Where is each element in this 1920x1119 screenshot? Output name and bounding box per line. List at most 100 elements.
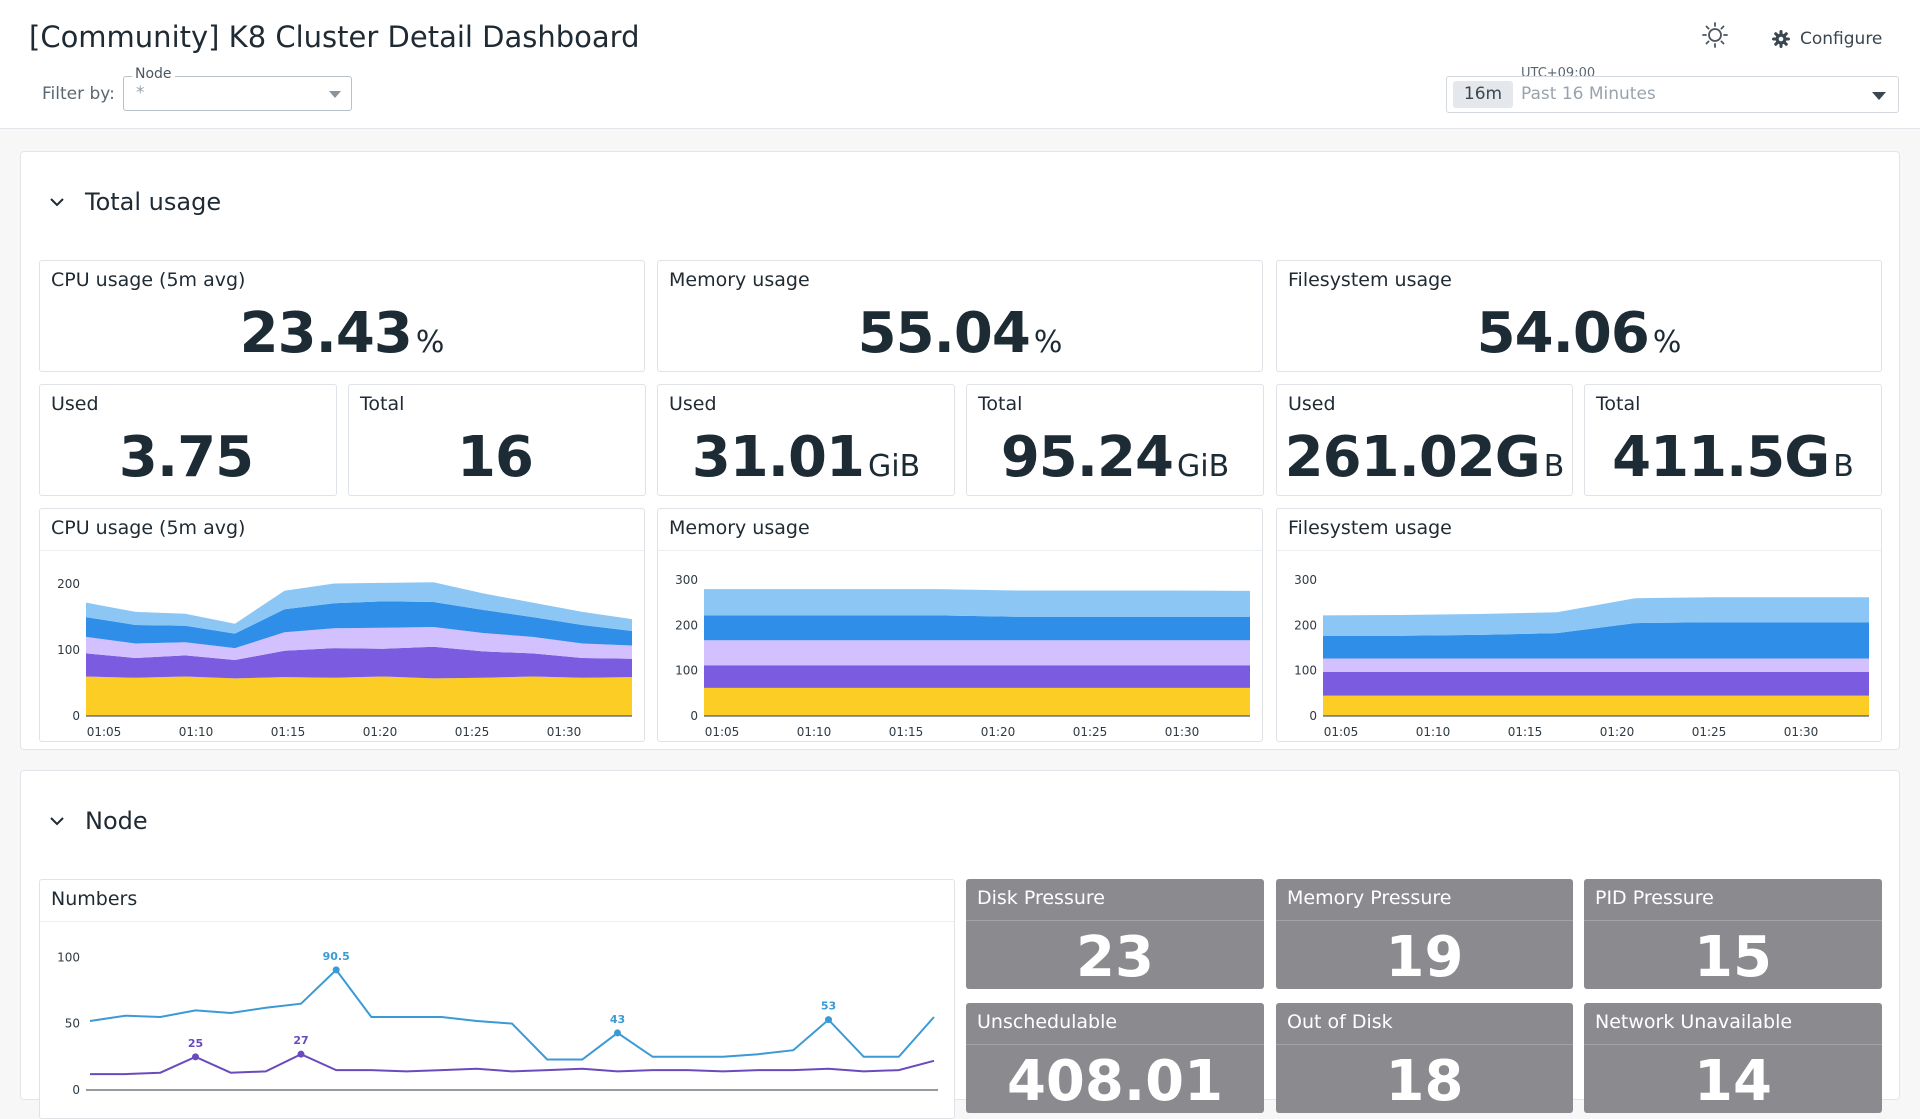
widget-title: Used bbox=[51, 393, 99, 415]
query-value: 19 bbox=[1385, 925, 1464, 989]
memory-usage-chart: 0 100 200 300 01:05 01:10 01:15 01:20 01:25 01:30 bbox=[675, 573, 1250, 739]
memory-pressure-widget: Memory Pressure 19 bbox=[1276, 879, 1573, 989]
y-tick-label: 300 bbox=[675, 573, 698, 587]
area-series-1 bbox=[86, 646, 632, 679]
y-tick-label: 100 bbox=[675, 664, 698, 678]
memory-used-widget: Used 31.01 GiB bbox=[657, 384, 955, 496]
data-label: 27 bbox=[293, 1034, 308, 1047]
chevron-down-icon bbox=[50, 198, 64, 207]
chevron-down-icon bbox=[329, 91, 341, 98]
data-point bbox=[614, 1029, 621, 1037]
filesystem-usage-chart-widget: Filesystem usage 0 100 200 300 01:05 01:10 01:… bbox=[1276, 508, 1882, 742]
memory-total-widget: Total 95.24 GiB bbox=[966, 384, 1264, 496]
area-series-2 bbox=[704, 640, 1250, 666]
numbers-chart-widget: Numbers 0 50 100 90.5 43 53 25 27 bbox=[39, 879, 955, 1119]
x-tick-label: 01:10 bbox=[179, 725, 214, 739]
widget-title: Filesystem usage bbox=[1288, 517, 1452, 539]
time-range-select[interactable]: 16m Past 16 Minutes bbox=[1446, 76, 1899, 113]
group-toggle-total-usage[interactable]: Total usage bbox=[49, 188, 221, 216]
widget-title: Out of Disk bbox=[1287, 1011, 1393, 1033]
group-toggle-node[interactable]: Node bbox=[49, 807, 148, 835]
data-label: 90.5 bbox=[323, 950, 350, 963]
query-value: 55.04% bbox=[857, 301, 1063, 366]
gear-icon bbox=[1772, 30, 1790, 48]
theme-toggle-icon[interactable] bbox=[1700, 20, 1730, 50]
x-tick-label: 01:20 bbox=[1600, 725, 1635, 739]
configure-button[interactable]: Configure bbox=[1772, 24, 1882, 54]
chevron-down-icon bbox=[50, 817, 64, 826]
query-value: 95.24 GiB bbox=[1000, 425, 1230, 490]
out-of-disk-widget: Out of Disk 18 bbox=[1276, 1003, 1573, 1113]
data-label: 25 bbox=[188, 1037, 203, 1050]
query-value: 23.43% bbox=[239, 301, 445, 366]
query-value: 18 bbox=[1385, 1049, 1464, 1113]
x-tick-label: 01:20 bbox=[981, 725, 1016, 739]
x-tick-label: 01:25 bbox=[1692, 725, 1727, 739]
widget-title: Total bbox=[1596, 393, 1641, 415]
y-tick-label: 0 bbox=[72, 1083, 80, 1097]
x-tick-label: 01:20 bbox=[363, 725, 398, 739]
widget-title: Filesystem usage bbox=[1288, 269, 1452, 291]
y-tick-label: 0 bbox=[690, 709, 698, 723]
cpu-total-widget: Total 16 bbox=[348, 384, 646, 496]
y-tick-label: 100 bbox=[57, 643, 80, 657]
area-series-3 bbox=[704, 615, 1250, 641]
widget-title: Used bbox=[1288, 393, 1336, 415]
x-tick-label: 01:15 bbox=[889, 725, 924, 739]
cpu-usage-percent-widget: CPU usage (5m avg) 23.43% bbox=[39, 260, 645, 372]
area-series-4 bbox=[86, 582, 632, 634]
x-tick-label: 01:25 bbox=[455, 725, 490, 739]
dashboard-header: [Community] K8 Cluster Detail Dashboard … bbox=[0, 0, 1920, 129]
widget-title: CPU usage (5m avg) bbox=[51, 517, 246, 539]
pid-pressure-widget: PID Pressure 15 bbox=[1584, 879, 1882, 989]
disk-pressure-widget: Disk Pressure 23 bbox=[966, 879, 1264, 989]
widget-title: CPU usage (5m avg) bbox=[51, 269, 246, 291]
y-tick-label: 200 bbox=[675, 618, 698, 632]
y-tick-label: 100 bbox=[1294, 664, 1317, 678]
unschedulable-widget: Unschedulable 408.01 bbox=[966, 1003, 1264, 1113]
x-tick-label: 01:30 bbox=[1784, 725, 1819, 739]
y-tick-label: 0 bbox=[72, 709, 80, 723]
widget-title: Memory usage bbox=[669, 269, 810, 291]
x-tick-label: 01:10 bbox=[1416, 725, 1451, 739]
query-value: 411.5G B bbox=[1612, 425, 1854, 490]
area-series-4 bbox=[1323, 597, 1869, 636]
page-title: [Community] K8 Cluster Detail Dashboard bbox=[29, 20, 640, 54]
query-value: 408.01 bbox=[1006, 1049, 1224, 1113]
x-tick-label: 01:30 bbox=[1165, 725, 1200, 739]
filesystem-usage-percent-widget: Filesystem usage 54.06% bbox=[1276, 260, 1882, 372]
group-node: Node Numbers 0 50 100 90.5 43 53 25 27 Disk Pre… bbox=[20, 770, 1900, 1119]
filter-label: Filter by: bbox=[42, 84, 115, 104]
area-series-3 bbox=[86, 601, 632, 649]
data-point bbox=[297, 1050, 305, 1058]
y-tick-label: 300 bbox=[1294, 573, 1317, 587]
widget-title: Used bbox=[669, 393, 717, 415]
widget-title: Network Unavailable bbox=[1595, 1011, 1793, 1033]
node-filter-select[interactable]: Node * bbox=[123, 66, 352, 111]
configure-label: Configure bbox=[1800, 29, 1883, 49]
x-tick-label: 01:30 bbox=[547, 725, 582, 739]
query-value: 16 bbox=[457, 425, 534, 490]
group-total-usage: Total usage CPU usage (5m avg) 23.43% Me… bbox=[20, 151, 1900, 750]
group-title: Total usage bbox=[85, 188, 222, 216]
area-series-3 bbox=[1323, 622, 1869, 659]
widget-title: PID Pressure bbox=[1595, 887, 1714, 909]
query-value: 31.01 GiB bbox=[691, 425, 921, 490]
widget-title: Unschedulable bbox=[977, 1011, 1118, 1033]
area-series-0 bbox=[704, 687, 1250, 716]
data-label: 43 bbox=[610, 1013, 625, 1026]
node-filter-value: * bbox=[136, 83, 145, 103]
area-series-2 bbox=[86, 627, 632, 660]
cpu-usage-chart-widget: CPU usage (5m avg) 0 100 200 01:05 01:10 01:1… bbox=[39, 508, 645, 742]
filesystem-usage-chart: 0 100 200 300 01:05 01:10 01:15 01:20 01:25 01:30 bbox=[1294, 573, 1869, 739]
x-tick-label: 01:05 bbox=[87, 725, 122, 739]
y-tick-label: 200 bbox=[57, 577, 80, 591]
x-tick-label: 01:15 bbox=[271, 725, 306, 739]
data-point bbox=[192, 1053, 199, 1061]
x-tick-label: 01:10 bbox=[797, 725, 832, 739]
group-title: Node bbox=[85, 807, 148, 835]
data-label: 53 bbox=[821, 1000, 836, 1013]
query-value: 3.75 bbox=[118, 425, 254, 490]
filesystem-used-widget: Used 261.02G B bbox=[1276, 384, 1573, 496]
widget-title: Memory Pressure bbox=[1287, 887, 1452, 909]
